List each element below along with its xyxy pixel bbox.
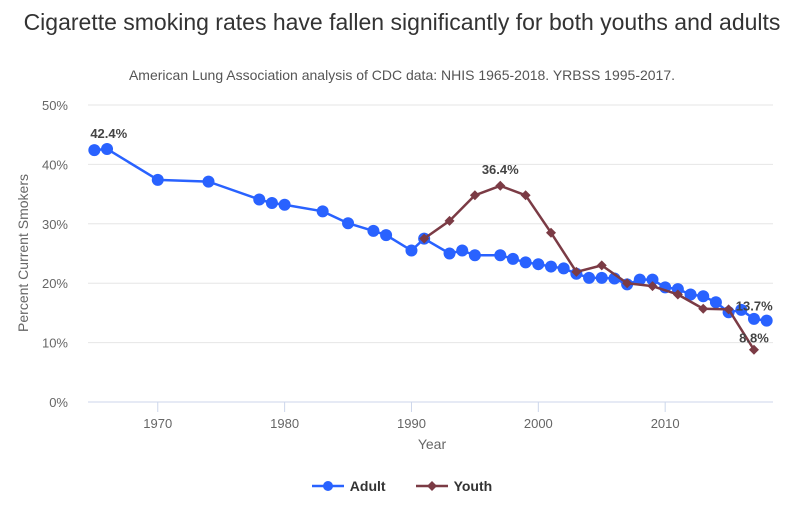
data-point[interactable] xyxy=(253,193,266,206)
y-tick-label: 0% xyxy=(49,395,68,410)
data-point[interactable] xyxy=(469,190,480,201)
gridlines xyxy=(88,104,773,403)
x-tick-label: 2010 xyxy=(651,416,680,431)
data-point[interactable] xyxy=(633,273,646,286)
y-axis-ticks: 0% 10% 20% 30% 40% 50% xyxy=(42,98,68,410)
chart-title: Cigarette smoking rates have fallen sign… xyxy=(23,9,781,35)
data-point[interactable] xyxy=(101,142,114,155)
data-point[interactable] xyxy=(697,290,710,303)
data-point[interactable] xyxy=(468,249,481,262)
series-youth xyxy=(419,180,759,355)
y-tick-label: 10% xyxy=(42,336,68,351)
data-point[interactable] xyxy=(747,312,760,325)
data-point[interactable] xyxy=(444,215,455,226)
data-label: 8.8% xyxy=(739,331,769,346)
data-point[interactable] xyxy=(622,278,633,289)
y-tick-label: 40% xyxy=(42,157,68,172)
data-label: 42.4% xyxy=(90,126,127,141)
data-point[interactable] xyxy=(672,289,683,300)
circle-marker-icon xyxy=(311,481,344,491)
data-point[interactable] xyxy=(671,283,684,296)
data-point[interactable] xyxy=(571,266,582,277)
legend-label: Youth xyxy=(453,478,493,494)
data-point[interactable] xyxy=(367,224,380,237)
data-point[interactable] xyxy=(557,262,570,275)
data-point[interactable] xyxy=(684,288,697,301)
x-tick-label: 1970 xyxy=(143,416,172,431)
diamond-marker-icon xyxy=(415,481,448,491)
data-point[interactable] xyxy=(596,260,607,271)
legend: Adult Youth xyxy=(0,478,804,494)
data-point[interactable] xyxy=(506,252,519,265)
data-point[interactable] xyxy=(735,303,748,316)
x-tick-label: 1980 xyxy=(270,416,299,431)
data-point[interactable] xyxy=(595,271,608,284)
data-point[interactable] xyxy=(456,244,469,257)
x-tick-label: 1990 xyxy=(397,416,426,431)
data-point[interactable] xyxy=(419,233,430,244)
data-point[interactable] xyxy=(520,190,531,201)
data-point[interactable] xyxy=(583,271,596,284)
data-label: 13.7% xyxy=(736,299,773,314)
data-point[interactable] xyxy=(646,273,659,286)
data-point[interactable] xyxy=(380,229,393,242)
data-point[interactable] xyxy=(709,296,722,309)
data-point[interactable] xyxy=(647,281,658,292)
data-point[interactable] xyxy=(443,247,456,260)
legend-item-youth[interactable]: Youth xyxy=(415,478,493,494)
data-point[interactable] xyxy=(723,304,734,315)
data-point[interactable] xyxy=(532,258,545,271)
data-point[interactable] xyxy=(202,175,215,188)
data-point[interactable] xyxy=(278,198,291,211)
x-axis: 1970 1980 1990 2000 2010 xyxy=(143,402,680,431)
data-point[interactable] xyxy=(748,344,759,355)
y-axis-title: Percent Current Smokers xyxy=(15,174,31,332)
data-label: 36.4% xyxy=(482,162,519,177)
x-tick-label: 2000 xyxy=(524,416,553,431)
data-point[interactable] xyxy=(342,217,355,230)
y-tick-label: 30% xyxy=(42,217,68,232)
x-axis-title: Year xyxy=(418,436,447,452)
y-tick-label: 20% xyxy=(42,276,68,291)
data-point[interactable] xyxy=(546,227,557,238)
data-point[interactable] xyxy=(760,314,773,327)
series-layer xyxy=(88,142,773,355)
legend-label: Adult xyxy=(349,478,386,494)
data-point[interactable] xyxy=(519,256,532,269)
chart-subtitle: American Lung Association analysis of CD… xyxy=(128,67,676,83)
data-point[interactable] xyxy=(151,173,164,186)
data-point[interactable] xyxy=(698,303,709,314)
data-point[interactable] xyxy=(316,205,329,218)
data-point[interactable] xyxy=(494,249,507,262)
y-tick-label: 50% xyxy=(42,98,68,113)
data-point[interactable] xyxy=(495,180,506,191)
data-point[interactable] xyxy=(88,144,101,157)
data-point[interactable] xyxy=(405,244,418,257)
data-labels-layer: 42.4% 13.7% 36.4% 8.8% xyxy=(90,126,773,346)
data-point[interactable] xyxy=(545,260,558,273)
legend-item-adult[interactable]: Adult xyxy=(311,478,386,494)
youth-line xyxy=(423,184,756,351)
data-point[interactable] xyxy=(265,197,278,210)
line-chart: 0% 10% 20% 30% 40% 50% 1970 1980 1990 2000 2010 P… xyxy=(15,98,773,452)
